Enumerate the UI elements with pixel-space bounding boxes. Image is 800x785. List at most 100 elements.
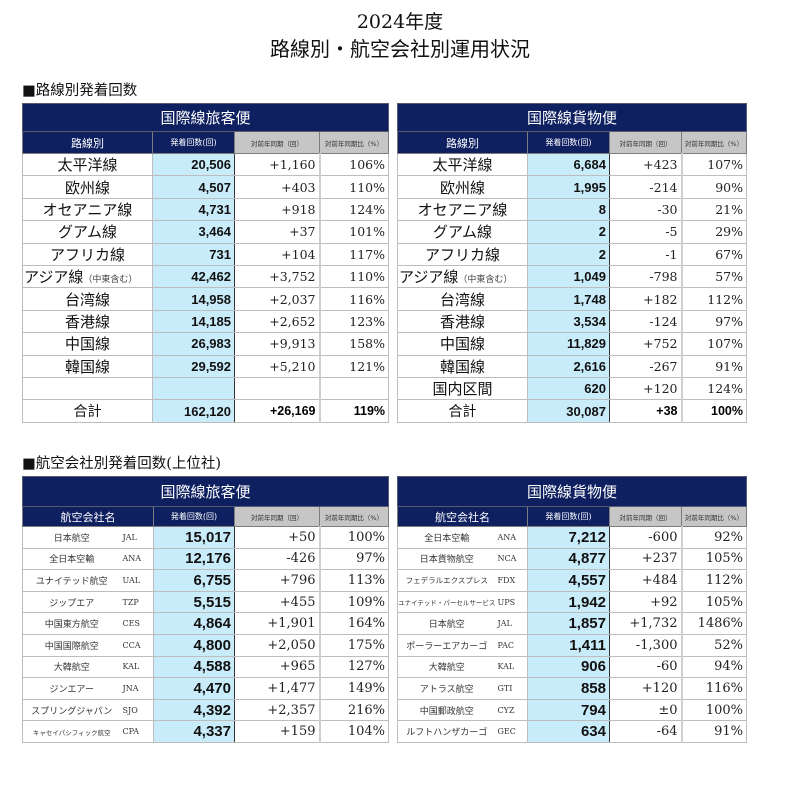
table-row: アフリカ線 2 -1 67% <box>397 242 748 266</box>
airline-name: キャセイパシフィック航空 <box>22 720 121 743</box>
total-diff: +26,169 <box>234 399 320 424</box>
ratio-cell: 117% <box>318 242 390 266</box>
airline-name: 大韓航空 <box>22 655 121 679</box>
count-cell: 2 <box>527 242 610 266</box>
diff-cell: +5,210 <box>234 354 320 378</box>
count-cell: 14,185 <box>152 309 235 334</box>
diff-cell <box>234 376 320 401</box>
count-cell: 5,515 <box>153 590 235 614</box>
diff-cell: +484 <box>609 569 682 592</box>
airline-name: スプリングジャパン <box>22 698 121 722</box>
ratio-cell: 97% <box>680 309 748 334</box>
count-cell: 1,857 <box>527 612 610 635</box>
col-count: 発着回数(回) <box>153 506 235 527</box>
route-name: 欧州線 <box>397 175 528 199</box>
airline-name: ユナイテッド航空 <box>22 569 121 592</box>
total-label: 合計 <box>22 399 153 424</box>
table-row: フェデラルエクスプレス FDX 4,557 +484 112% <box>397 569 747 592</box>
col-ratio: 対前年同期比（%） <box>680 131 748 154</box>
airline-code: KAL <box>120 655 154 679</box>
airline-code: KAL <box>495 655 528 679</box>
route-passenger-total-row: 合計 162,120 +26,169 119% <box>22 399 390 424</box>
col-ratio: 対前年同期比（%） <box>318 131 390 154</box>
route-section-label: ■路線別発着回数 <box>22 83 138 99</box>
count-cell: 6,755 <box>153 569 235 592</box>
diff-cell: +37 <box>234 220 320 244</box>
count-cell: 4,337 <box>153 720 235 743</box>
diff-cell: -214 <box>609 175 682 199</box>
count-cell: 1,995 <box>527 175 610 199</box>
count-cell: 858 <box>527 677 610 700</box>
ratio-cell: 116% <box>680 677 747 700</box>
diff-cell: +965 <box>234 655 320 679</box>
table-row: 全日本空輸 ANA 12,176 -426 97% <box>22 547 389 571</box>
table-row: 日本航空 JAL 15,017 +50 100% <box>22 526 389 549</box>
ratio-cell: 1486% <box>680 612 747 635</box>
table-row: 日本貨物航空 NCA 4,877 +237 105% <box>397 547 747 571</box>
airline-name: ポーラーエアカーゴ <box>397 633 496 657</box>
diff-cell: -5 <box>609 220 682 244</box>
count-cell: 1,942 <box>527 590 610 614</box>
table-row: グアム線 3,464 +37 101% <box>22 220 390 244</box>
diff-cell: +237 <box>609 547 682 571</box>
route-name: アジア線（中東含む） <box>397 264 528 289</box>
col-airline: 航空会社名 <box>397 506 528 527</box>
table-row: ポーラーエアカーゴ PAC 1,411 -1,300 52% <box>397 633 747 657</box>
count-cell: 794 <box>527 698 610 722</box>
route-label: アフリカ線 <box>424 245 500 264</box>
count-cell: 4,557 <box>527 569 610 592</box>
route-cargo-total-row: 合計 30,087 +38 100% <box>397 399 748 424</box>
airline-cargo-band: 国際線貨物便 <box>397 476 747 507</box>
table-row: 台湾線 14,958 +2,037 116% <box>22 287 390 311</box>
diff-cell: +796 <box>234 569 320 592</box>
table-row: ユナイテッド航空 UAL 6,755 +796 113% <box>22 569 389 592</box>
diff-cell: -798 <box>609 264 682 289</box>
diff-cell: +50 <box>234 526 320 549</box>
table-row: 韓国線 29,592 +5,210 121% <box>22 354 390 378</box>
route-passenger-table: 国際線旅客便 路線別 発着回数(回) 対前年同期（回） 対前年同期比（%） 太平… <box>21 103 390 424</box>
diff-cell: +2,050 <box>234 633 320 657</box>
ratio-cell: 91% <box>680 720 747 743</box>
airline-name: アトラス航空 <box>397 677 496 700</box>
ratio-cell: 57% <box>680 264 748 289</box>
airline-name: 中国国際航空 <box>22 633 121 657</box>
diff-cell: +403 <box>234 175 320 199</box>
route-name: 太平洋線 <box>397 152 528 177</box>
table-row: アジア線（中東含む） 1,049 -798 57% <box>397 264 748 289</box>
col-diff: 対前年同期（回） <box>234 131 320 154</box>
route-label: グアム線 <box>433 223 492 242</box>
ratio-cell: 106% <box>318 152 390 177</box>
airline-code: NCA <box>495 547 528 571</box>
diff-cell: +1,901 <box>234 612 320 635</box>
diff-cell: +1,160 <box>234 152 320 177</box>
ratio-cell: 29% <box>680 220 748 244</box>
route-label: 香港線 <box>64 312 110 331</box>
ratio-cell: 127% <box>318 655 389 679</box>
ratio-cell: 149% <box>318 677 389 700</box>
ratio-cell: 113% <box>318 569 389 592</box>
route-passenger-band: 国際線旅客便 <box>21 103 390 132</box>
airline-code: FDX <box>495 569 528 592</box>
route-name: グアム線 <box>397 220 528 244</box>
route-label: アジア線 <box>24 268 84 287</box>
table-row: グアム線 2 -5 29% <box>397 220 748 244</box>
count-cell: 634 <box>527 720 610 743</box>
route-name: 香港線 <box>397 309 528 334</box>
table-row <box>22 376 390 401</box>
table-row: 欧州線 4,507 +403 110% <box>22 175 390 199</box>
table-row: ルフトハンザカーゴ GEC 634 -64 91% <box>397 720 747 743</box>
total-count: 30,087 <box>527 399 610 424</box>
ratio-cell: 112% <box>680 287 748 311</box>
table-row: アジア線（中東含む） 42,462 +3,752 110% <box>22 264 390 289</box>
airline-name: 日本貨物航空 <box>397 547 496 571</box>
table-row: 中国郵政航空 CYZ 794 ±0 100% <box>397 698 747 722</box>
ratio-cell: 92% <box>680 526 747 549</box>
table-row: 欧州線 1,995 -214 90% <box>397 175 748 199</box>
table-row: 香港線 14,185 +2,652 123% <box>22 309 390 334</box>
total-ratio: 100% <box>680 399 748 424</box>
col-count: 発着回数(回) <box>152 131 235 154</box>
table-row: ユナイテッド・パーセルサービス UPS 1,942 +92 105% <box>397 590 747 614</box>
ratio-cell: 110% <box>318 175 390 199</box>
col-diff: 対前年同期（回） <box>609 131 682 154</box>
route-name: 韓国線 <box>397 354 528 378</box>
